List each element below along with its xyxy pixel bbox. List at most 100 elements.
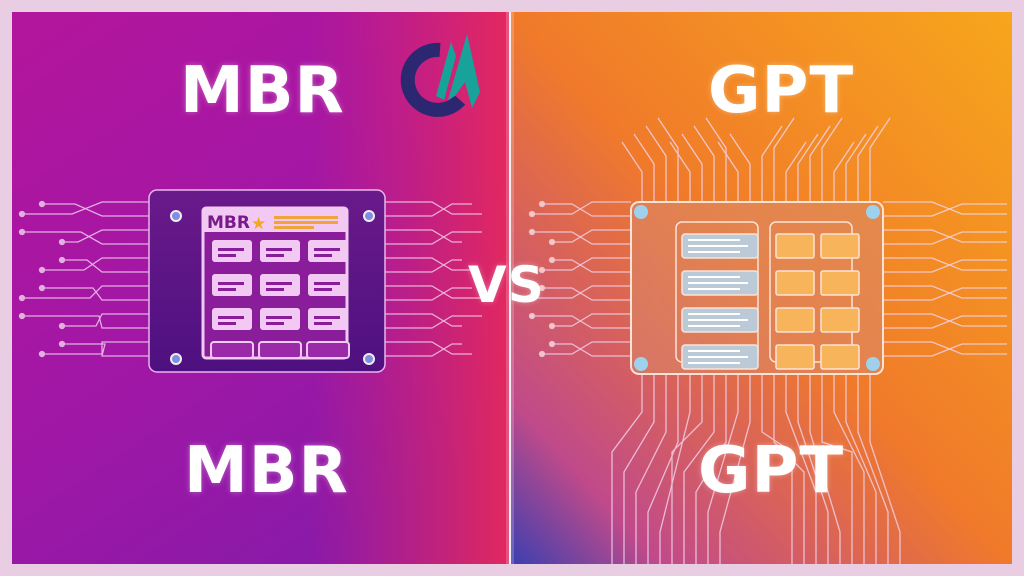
trace xyxy=(883,231,1007,245)
trace xyxy=(883,229,1007,243)
partition-block xyxy=(820,270,860,296)
trace xyxy=(542,257,631,271)
trace xyxy=(845,133,867,202)
trace xyxy=(883,343,1007,357)
mbr-title-bottom: MBR xyxy=(184,434,349,508)
gpt-title-top: GPT xyxy=(708,54,855,128)
trace xyxy=(385,231,482,245)
trace-node xyxy=(538,350,546,358)
chip-label: MBR xyxy=(207,213,250,233)
trace-node xyxy=(528,210,536,218)
trace xyxy=(385,341,472,355)
partition-block xyxy=(775,344,815,370)
trace xyxy=(42,287,149,301)
trace xyxy=(773,117,795,202)
trace xyxy=(669,141,691,202)
trace-node xyxy=(538,284,546,292)
trace-node xyxy=(18,294,26,302)
partition-slot xyxy=(306,341,350,359)
trace xyxy=(785,141,807,202)
trace xyxy=(385,201,482,215)
trace xyxy=(22,231,149,245)
trace-node xyxy=(18,228,26,236)
trace-node xyxy=(528,294,536,302)
trace xyxy=(671,374,703,564)
trace xyxy=(773,374,805,564)
trace xyxy=(659,374,691,564)
trace xyxy=(532,231,631,245)
screw-icon xyxy=(363,210,375,222)
illustration: MBR ★ xyxy=(12,12,1012,564)
trace xyxy=(62,313,149,327)
trace-node xyxy=(18,210,26,218)
trace xyxy=(542,203,631,217)
trace xyxy=(833,141,855,202)
trace-node xyxy=(18,312,26,320)
trace xyxy=(621,141,643,202)
partition-block xyxy=(775,307,815,333)
trace xyxy=(385,315,482,329)
screw-icon xyxy=(170,353,182,365)
trace xyxy=(883,315,1007,329)
trace xyxy=(719,374,751,564)
trace xyxy=(869,374,901,564)
trace xyxy=(611,374,643,564)
cm-logo-icon xyxy=(400,34,480,117)
trace xyxy=(821,374,853,564)
trace xyxy=(22,201,149,215)
trace xyxy=(385,203,472,217)
trace xyxy=(532,285,631,299)
trace xyxy=(883,313,1007,327)
trace xyxy=(845,374,877,564)
trace xyxy=(707,374,739,564)
trace xyxy=(761,125,783,202)
trace xyxy=(883,287,1007,301)
trace xyxy=(647,374,679,564)
partition-block xyxy=(775,270,815,296)
trace-node xyxy=(38,284,46,292)
trace xyxy=(797,374,829,564)
trace xyxy=(532,201,631,215)
trace xyxy=(729,133,751,202)
trace xyxy=(833,374,865,564)
trace-node xyxy=(538,200,546,208)
trace xyxy=(542,341,631,355)
trace-node xyxy=(38,266,46,274)
trace xyxy=(857,125,879,202)
trace xyxy=(62,259,149,273)
partition-slot xyxy=(210,341,254,359)
partition-block xyxy=(820,344,860,370)
trace xyxy=(42,341,149,355)
trace xyxy=(385,229,462,243)
trace-node xyxy=(548,322,556,330)
trace xyxy=(552,229,631,243)
mbr-chip: MBR ★ xyxy=(148,189,386,373)
trace-node xyxy=(538,266,546,274)
gpt-title-bottom: GPT xyxy=(698,434,845,508)
trace xyxy=(62,229,149,243)
trace xyxy=(761,374,793,564)
trace xyxy=(857,374,889,564)
trace xyxy=(705,117,727,202)
trace xyxy=(693,125,715,202)
mbr-title-top: MBR xyxy=(180,54,345,128)
trace xyxy=(635,374,667,564)
trace xyxy=(869,117,891,202)
trace-node xyxy=(58,238,66,246)
trace xyxy=(821,117,843,202)
trace xyxy=(542,287,631,301)
trace xyxy=(681,133,703,202)
trace xyxy=(532,315,631,329)
screw-icon xyxy=(363,353,375,365)
circuit-traces xyxy=(18,117,1007,564)
trace-node xyxy=(58,340,66,348)
trace-node xyxy=(548,256,556,264)
trace xyxy=(552,313,631,327)
trace-node xyxy=(528,312,536,320)
trace xyxy=(385,285,482,299)
trace xyxy=(883,259,1007,273)
star-icon: ★ xyxy=(251,214,266,234)
trace xyxy=(883,201,1007,215)
trace xyxy=(717,141,739,202)
trace xyxy=(785,374,817,564)
